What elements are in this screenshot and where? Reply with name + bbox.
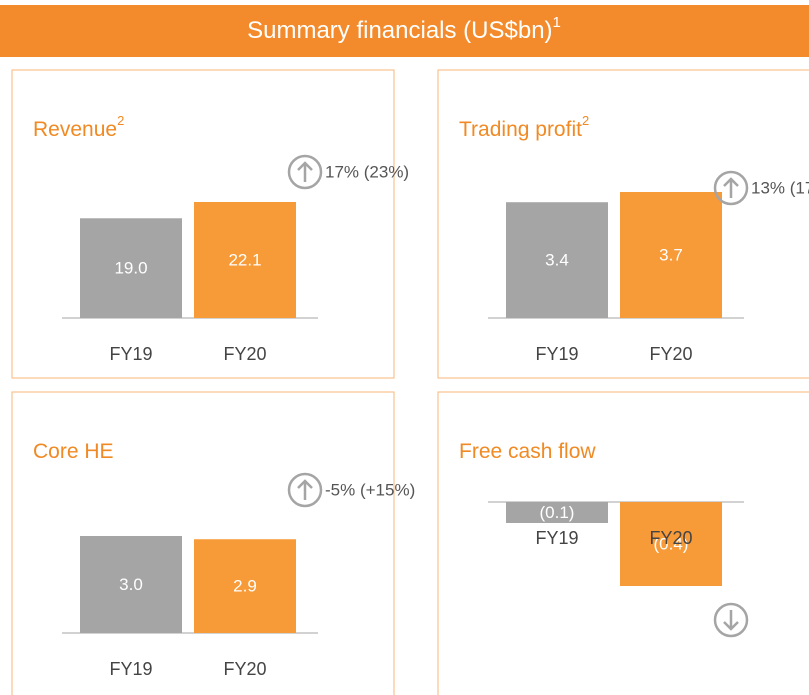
change-icon <box>287 472 323 508</box>
change-label: -5% (+15%) <box>325 480 415 499</box>
panel-title-text: Free cash flow <box>459 440 596 463</box>
header-title: Summary financials (US$bn)1 <box>247 14 561 44</box>
change-icon <box>287 154 323 190</box>
panel-title-text: Revenue <box>33 118 117 141</box>
value-label: 2.9 <box>233 577 257 596</box>
change-label: 13% (17%) <box>751 178 809 197</box>
header-bar <box>0 5 809 57</box>
panel-title-text: Core HE <box>33 440 114 463</box>
panel-title-text: Trading profit <box>459 118 582 141</box>
bar <box>80 218 182 318</box>
bar <box>620 192 722 318</box>
panel-title: Core HE <box>33 440 114 463</box>
bar <box>506 202 608 318</box>
panel <box>11 391 395 695</box>
value-label: 19.0 <box>114 259 147 278</box>
change-icon <box>713 602 749 638</box>
category-label: FY20 <box>649 528 692 548</box>
category-label: FY20 <box>223 344 266 364</box>
bar <box>194 539 296 633</box>
value-label: 22.1 <box>228 250 261 269</box>
category-label: FY19 <box>109 659 152 679</box>
bar <box>620 502 722 586</box>
bar <box>506 502 608 523</box>
panel-title-footnote: 2 <box>117 113 124 128</box>
title-text: Summary financials (US$bn) <box>247 17 552 44</box>
change-arrow <box>297 479 313 500</box>
category-label: FY20 <box>649 344 692 364</box>
category-label: FY19 <box>535 344 578 364</box>
category-label: FY20 <box>223 659 266 679</box>
change-icon <box>713 170 749 206</box>
change-arrow <box>297 161 313 182</box>
panel <box>437 391 809 695</box>
bar <box>194 202 296 318</box>
change-arrow <box>723 610 739 631</box>
panel-title: Free cash flow <box>459 440 596 463</box>
panel-title: Trading profit2 <box>459 113 589 140</box>
change-label: 17% (23%) <box>325 162 409 181</box>
category-label: FY19 <box>109 344 152 364</box>
title-footnote: 1 <box>553 14 561 31</box>
panel-title: Revenue2 <box>33 113 124 140</box>
panel <box>437 69 809 379</box>
value-label: 3.0 <box>119 575 143 594</box>
category-label: FY19 <box>535 528 578 548</box>
value-label: (0.1) <box>540 503 575 522</box>
panel-title-footnote: 2 <box>582 113 589 128</box>
value-label: 3.4 <box>545 251 569 270</box>
value-label: 3.7 <box>659 245 683 264</box>
value-label: (0.4) <box>654 534 689 553</box>
bar <box>80 536 182 633</box>
change-arrow <box>723 177 739 198</box>
panel <box>11 69 395 379</box>
